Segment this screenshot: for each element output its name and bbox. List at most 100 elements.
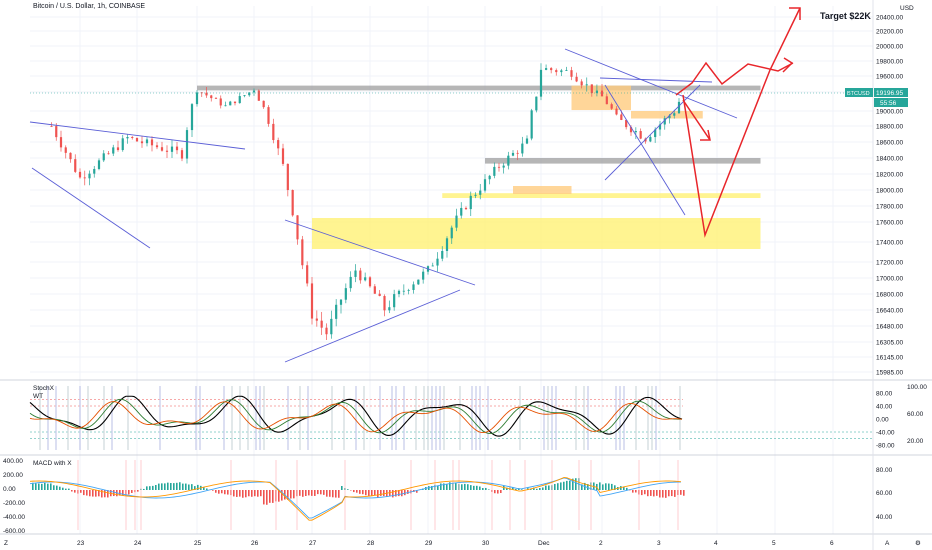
candle-body[interactable] xyxy=(525,138,529,144)
candle-body[interactable] xyxy=(378,293,381,296)
candle-body[interactable] xyxy=(107,153,110,155)
candle-body[interactable] xyxy=(93,168,96,174)
candle-body[interactable] xyxy=(69,152,72,160)
candle-body[interactable] xyxy=(639,131,642,139)
candle-body[interactable] xyxy=(175,146,179,151)
candle-body[interactable] xyxy=(595,90,599,94)
stochx-wt-panel[interactable]: 80.00 40.00 0.00 -40.00 -80.00 100.00 60.00 20.… xyxy=(29,384,927,450)
candle-body[interactable] xyxy=(441,250,444,259)
candle-body[interactable] xyxy=(74,159,77,172)
candle-body[interactable] xyxy=(654,129,657,138)
candle-body[interactable] xyxy=(422,271,425,280)
candle-body[interactable] xyxy=(83,177,86,179)
candlestick-series[interactable] xyxy=(50,63,681,341)
candle-body[interactable] xyxy=(145,139,149,144)
candle-body[interactable] xyxy=(521,143,524,154)
candle-body[interactable] xyxy=(214,98,218,99)
candle-body[interactable] xyxy=(544,68,548,70)
candle-body[interactable] xyxy=(135,137,139,142)
candle-body[interactable] xyxy=(286,163,289,191)
candle-body[interactable] xyxy=(102,153,105,161)
candle-body[interactable] xyxy=(233,101,237,104)
candle-body[interactable] xyxy=(310,283,314,319)
candle-body[interactable] xyxy=(224,105,227,107)
candle-body[interactable] xyxy=(445,238,449,251)
candle-body[interactable] xyxy=(238,96,241,104)
candle-body[interactable] xyxy=(155,145,159,148)
candle-body[interactable] xyxy=(620,114,623,120)
candle-body[interactable] xyxy=(262,100,265,108)
candle-body[interactable] xyxy=(248,92,251,96)
candle-body[interactable] xyxy=(585,84,588,86)
candle-body[interactable] xyxy=(50,126,53,127)
candle-body[interactable] xyxy=(455,215,458,228)
candle-body[interactable] xyxy=(210,95,213,99)
candle-body[interactable] xyxy=(397,290,401,295)
candle-body[interactable] xyxy=(469,195,472,210)
candle-body[interactable] xyxy=(64,147,67,153)
candle-body[interactable] xyxy=(464,207,468,210)
candle-body[interactable] xyxy=(281,148,285,164)
candle-body[interactable] xyxy=(190,104,194,131)
candle-body[interactable] xyxy=(277,140,280,149)
candle-body[interactable] xyxy=(634,131,637,133)
candle-body[interactable] xyxy=(315,318,318,321)
candle-body[interactable] xyxy=(550,68,553,71)
candle-body[interactable] xyxy=(479,190,482,195)
macd-panel[interactable]: 400.00 200.00 0.00 -200.00 -400.00 -600.00 80.… xyxy=(3,458,893,535)
candle-body[interactable] xyxy=(112,147,115,154)
candle-body[interactable] xyxy=(257,90,260,101)
candle-body[interactable] xyxy=(55,126,58,138)
candle-body[interactable] xyxy=(364,277,367,281)
candle-body[interactable] xyxy=(615,108,618,115)
candle-body[interactable] xyxy=(417,279,420,285)
candle-body[interactable] xyxy=(516,152,519,154)
candle-body[interactable] xyxy=(658,124,662,130)
candle-body[interactable] xyxy=(412,284,415,290)
candle-body[interactable] xyxy=(344,288,347,300)
candle-body[interactable] xyxy=(272,123,275,141)
candle-body[interactable] xyxy=(511,152,515,156)
candle-body[interactable] xyxy=(497,166,501,168)
candle-body[interactable] xyxy=(180,150,184,159)
candle-body[interactable] xyxy=(431,265,434,267)
candle-body[interactable] xyxy=(677,101,681,114)
candle-body[interactable] xyxy=(160,147,164,151)
candle-body[interactable] xyxy=(131,137,134,138)
candle-body[interactable] xyxy=(121,138,124,151)
candle-body[interactable] xyxy=(565,70,568,71)
candle-body[interactable] xyxy=(78,171,82,178)
candle-body[interactable] xyxy=(368,277,372,287)
candle-body[interactable] xyxy=(165,150,169,152)
candle-body[interactable] xyxy=(140,141,144,144)
candle-body[interactable] xyxy=(339,299,343,305)
candle-body[interactable] xyxy=(407,289,410,291)
candle-body[interactable] xyxy=(575,76,578,82)
candle-body[interactable] xyxy=(474,194,477,196)
candle-body[interactable] xyxy=(610,104,613,109)
candle-body[interactable] xyxy=(600,90,604,97)
candle-body[interactable] xyxy=(388,307,391,311)
candle-body[interactable] xyxy=(335,304,338,319)
candle-body[interactable] xyxy=(402,290,405,292)
candle-body[interactable] xyxy=(150,139,154,146)
candle-body[interactable] xyxy=(325,327,328,335)
candle-body[interactable] xyxy=(555,70,558,73)
candle-body[interactable] xyxy=(605,96,608,105)
candle-body[interactable] xyxy=(590,84,593,94)
candle-body[interactable] xyxy=(243,95,246,97)
candle-body[interactable] xyxy=(252,90,256,93)
candle-body[interactable] xyxy=(126,137,129,139)
candle-body[interactable] xyxy=(320,320,323,328)
candle-body[interactable] xyxy=(450,227,453,239)
candle-body[interactable] xyxy=(229,101,232,106)
candle-body[interactable] xyxy=(535,96,538,111)
candle-body[interactable] xyxy=(539,69,543,97)
candle-body[interactable] xyxy=(625,119,628,128)
candle-body[interactable] xyxy=(359,270,362,281)
time-axis[interactable]: 23 24 25 26 27 28 29 30 Dec 2 3 4 5 6 xyxy=(77,540,834,547)
candle-body[interactable] xyxy=(296,215,299,240)
candle-body[interactable] xyxy=(560,70,563,73)
candle-body[interactable] xyxy=(493,166,496,176)
candle-body[interactable] xyxy=(354,270,357,277)
